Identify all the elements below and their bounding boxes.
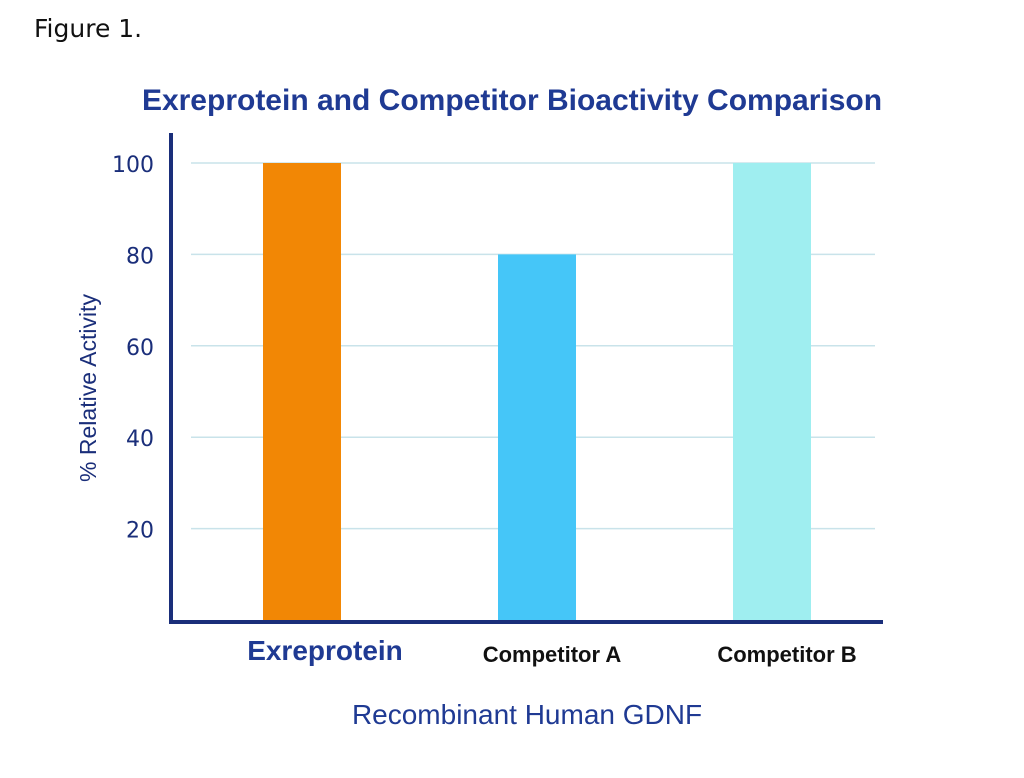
x-tick-label-2: Competitor B bbox=[717, 642, 856, 667]
y-tick-label-0: 20 bbox=[126, 519, 154, 544]
x-tick-label-0: Exreprotein bbox=[247, 635, 403, 666]
bar-1 bbox=[498, 254, 576, 620]
y-tick-labels: 20 40 60 80 100 bbox=[112, 153, 154, 544]
x-tick-labels: Exreprotein Competitor A Competitor B bbox=[247, 635, 856, 667]
bars bbox=[263, 163, 811, 620]
chart-title: Exreprotein and Competitor Bioactivity C… bbox=[142, 84, 882, 117]
y-tick-label-1: 40 bbox=[126, 427, 154, 452]
axes bbox=[169, 133, 883, 624]
x-axis-label: Recombinant Human GDNF bbox=[352, 699, 702, 730]
y-tick-label-4: 100 bbox=[112, 153, 154, 178]
y-axis-label: % Relative Activity bbox=[75, 294, 101, 482]
bar-2 bbox=[733, 163, 811, 620]
x-tick-label-1: Competitor A bbox=[483, 642, 622, 667]
figure-label: Figure 1. bbox=[34, 14, 143, 43]
y-tick-label-2: 60 bbox=[126, 336, 154, 361]
bar-0 bbox=[263, 163, 341, 620]
y-tick-label-3: 80 bbox=[126, 244, 154, 269]
